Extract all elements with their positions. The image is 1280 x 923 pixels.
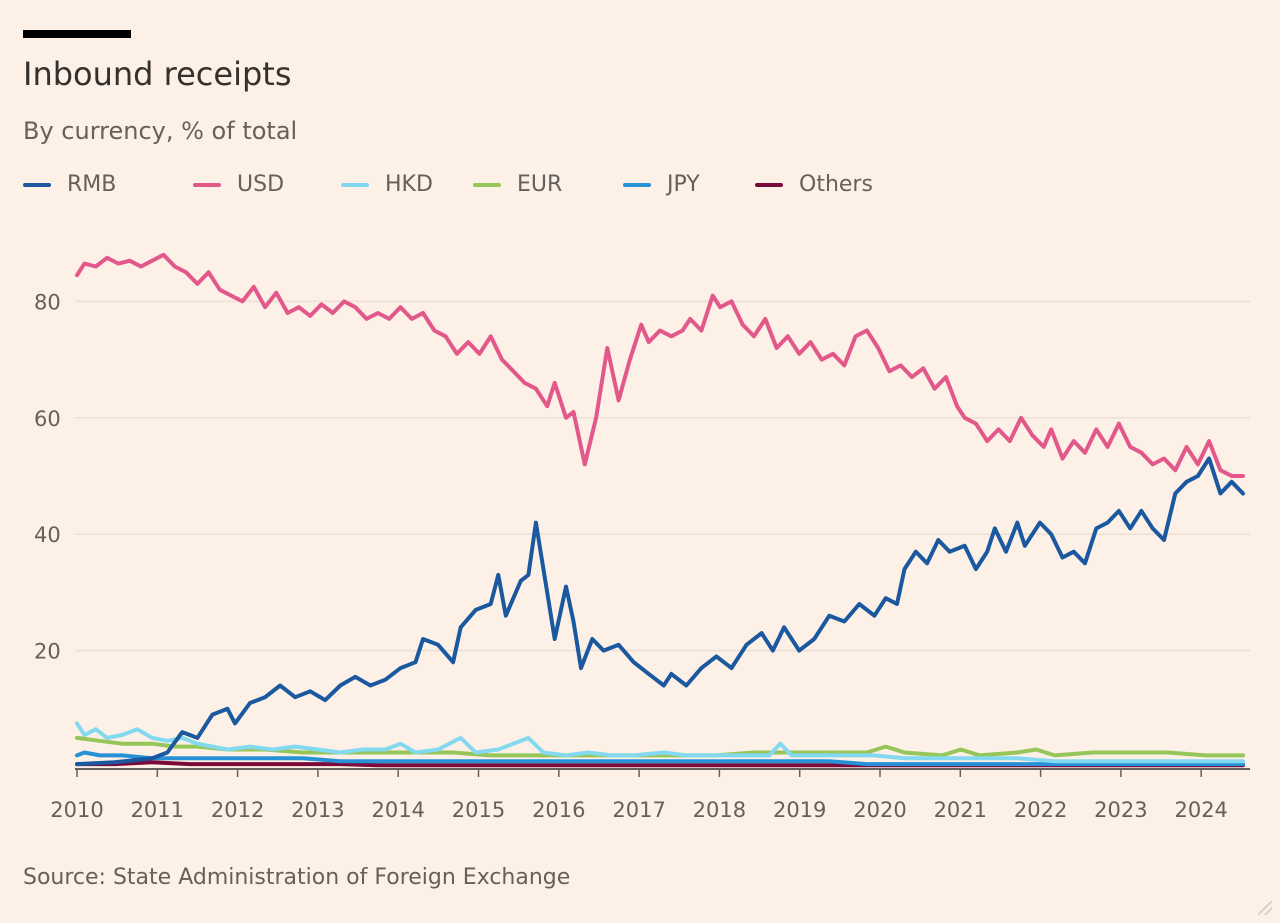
x-tick-label: 2013 (291, 798, 344, 822)
chart-title: Inbound receipts (23, 55, 292, 93)
x-tick-label: 2012 (211, 798, 264, 822)
legend-label: USD (237, 172, 285, 197)
x-tick-label: 2022 (1014, 798, 1067, 822)
legend-item-jpy: JPY (623, 172, 700, 197)
x-tick-label: 2017 (612, 798, 665, 822)
y-tick-label: 20 (34, 640, 61, 664)
legend-label: JPY (667, 172, 700, 197)
legend-swatch-hkd (341, 182, 369, 187)
legend-label: HKD (385, 172, 433, 197)
series-line-hkd (75, 721, 1245, 764)
legend-swatch-eur (473, 182, 501, 187)
legend-swatch-others (755, 182, 783, 187)
legend-item-usd: USD (193, 172, 284, 197)
legend-item-rmb: RMB (23, 172, 116, 197)
header-rule (23, 30, 131, 38)
x-tick-label: 2021 (934, 798, 987, 822)
legend-label: EUR (517, 172, 563, 197)
legend-swatch-usd (193, 182, 221, 187)
legend-item-hkd: HKD (341, 172, 433, 197)
legend-label: Others (799, 172, 873, 197)
series-line-usd (75, 252, 1245, 478)
resize-grip-icon (1258, 901, 1272, 915)
x-tick-label: 2020 (853, 798, 906, 822)
x-tick-label: 2023 (1094, 798, 1147, 822)
chart-subtitle: By currency, % of total (23, 117, 298, 145)
series-line-jpy (75, 750, 1245, 767)
legend-label: RMB (67, 172, 117, 197)
legend-item-eur: EUR (473, 172, 562, 197)
legend-swatch-rmb (23, 182, 51, 187)
x-tick-label: 2016 (532, 798, 585, 822)
x-tick-label: 2015 (452, 798, 505, 822)
y-tick-label: 80 (34, 290, 61, 314)
x-tick-label: 2014 (371, 798, 424, 822)
x-tick-label: 2011 (131, 798, 184, 822)
x-tick-label: 2018 (693, 798, 746, 822)
series-line-rmb (75, 456, 1245, 767)
x-tick-label: 2019 (773, 798, 826, 822)
x-tick-label: 2024 (1174, 798, 1227, 822)
legend-swatch-jpy (623, 182, 651, 187)
y-tick-label: 60 (34, 407, 61, 431)
source-note: Source: State Administration of Foreign … (23, 865, 571, 890)
y-tick-label: 40 (34, 523, 61, 547)
legend-item-others: Others (755, 172, 873, 197)
x-tick-label: 2010 (50, 798, 103, 822)
